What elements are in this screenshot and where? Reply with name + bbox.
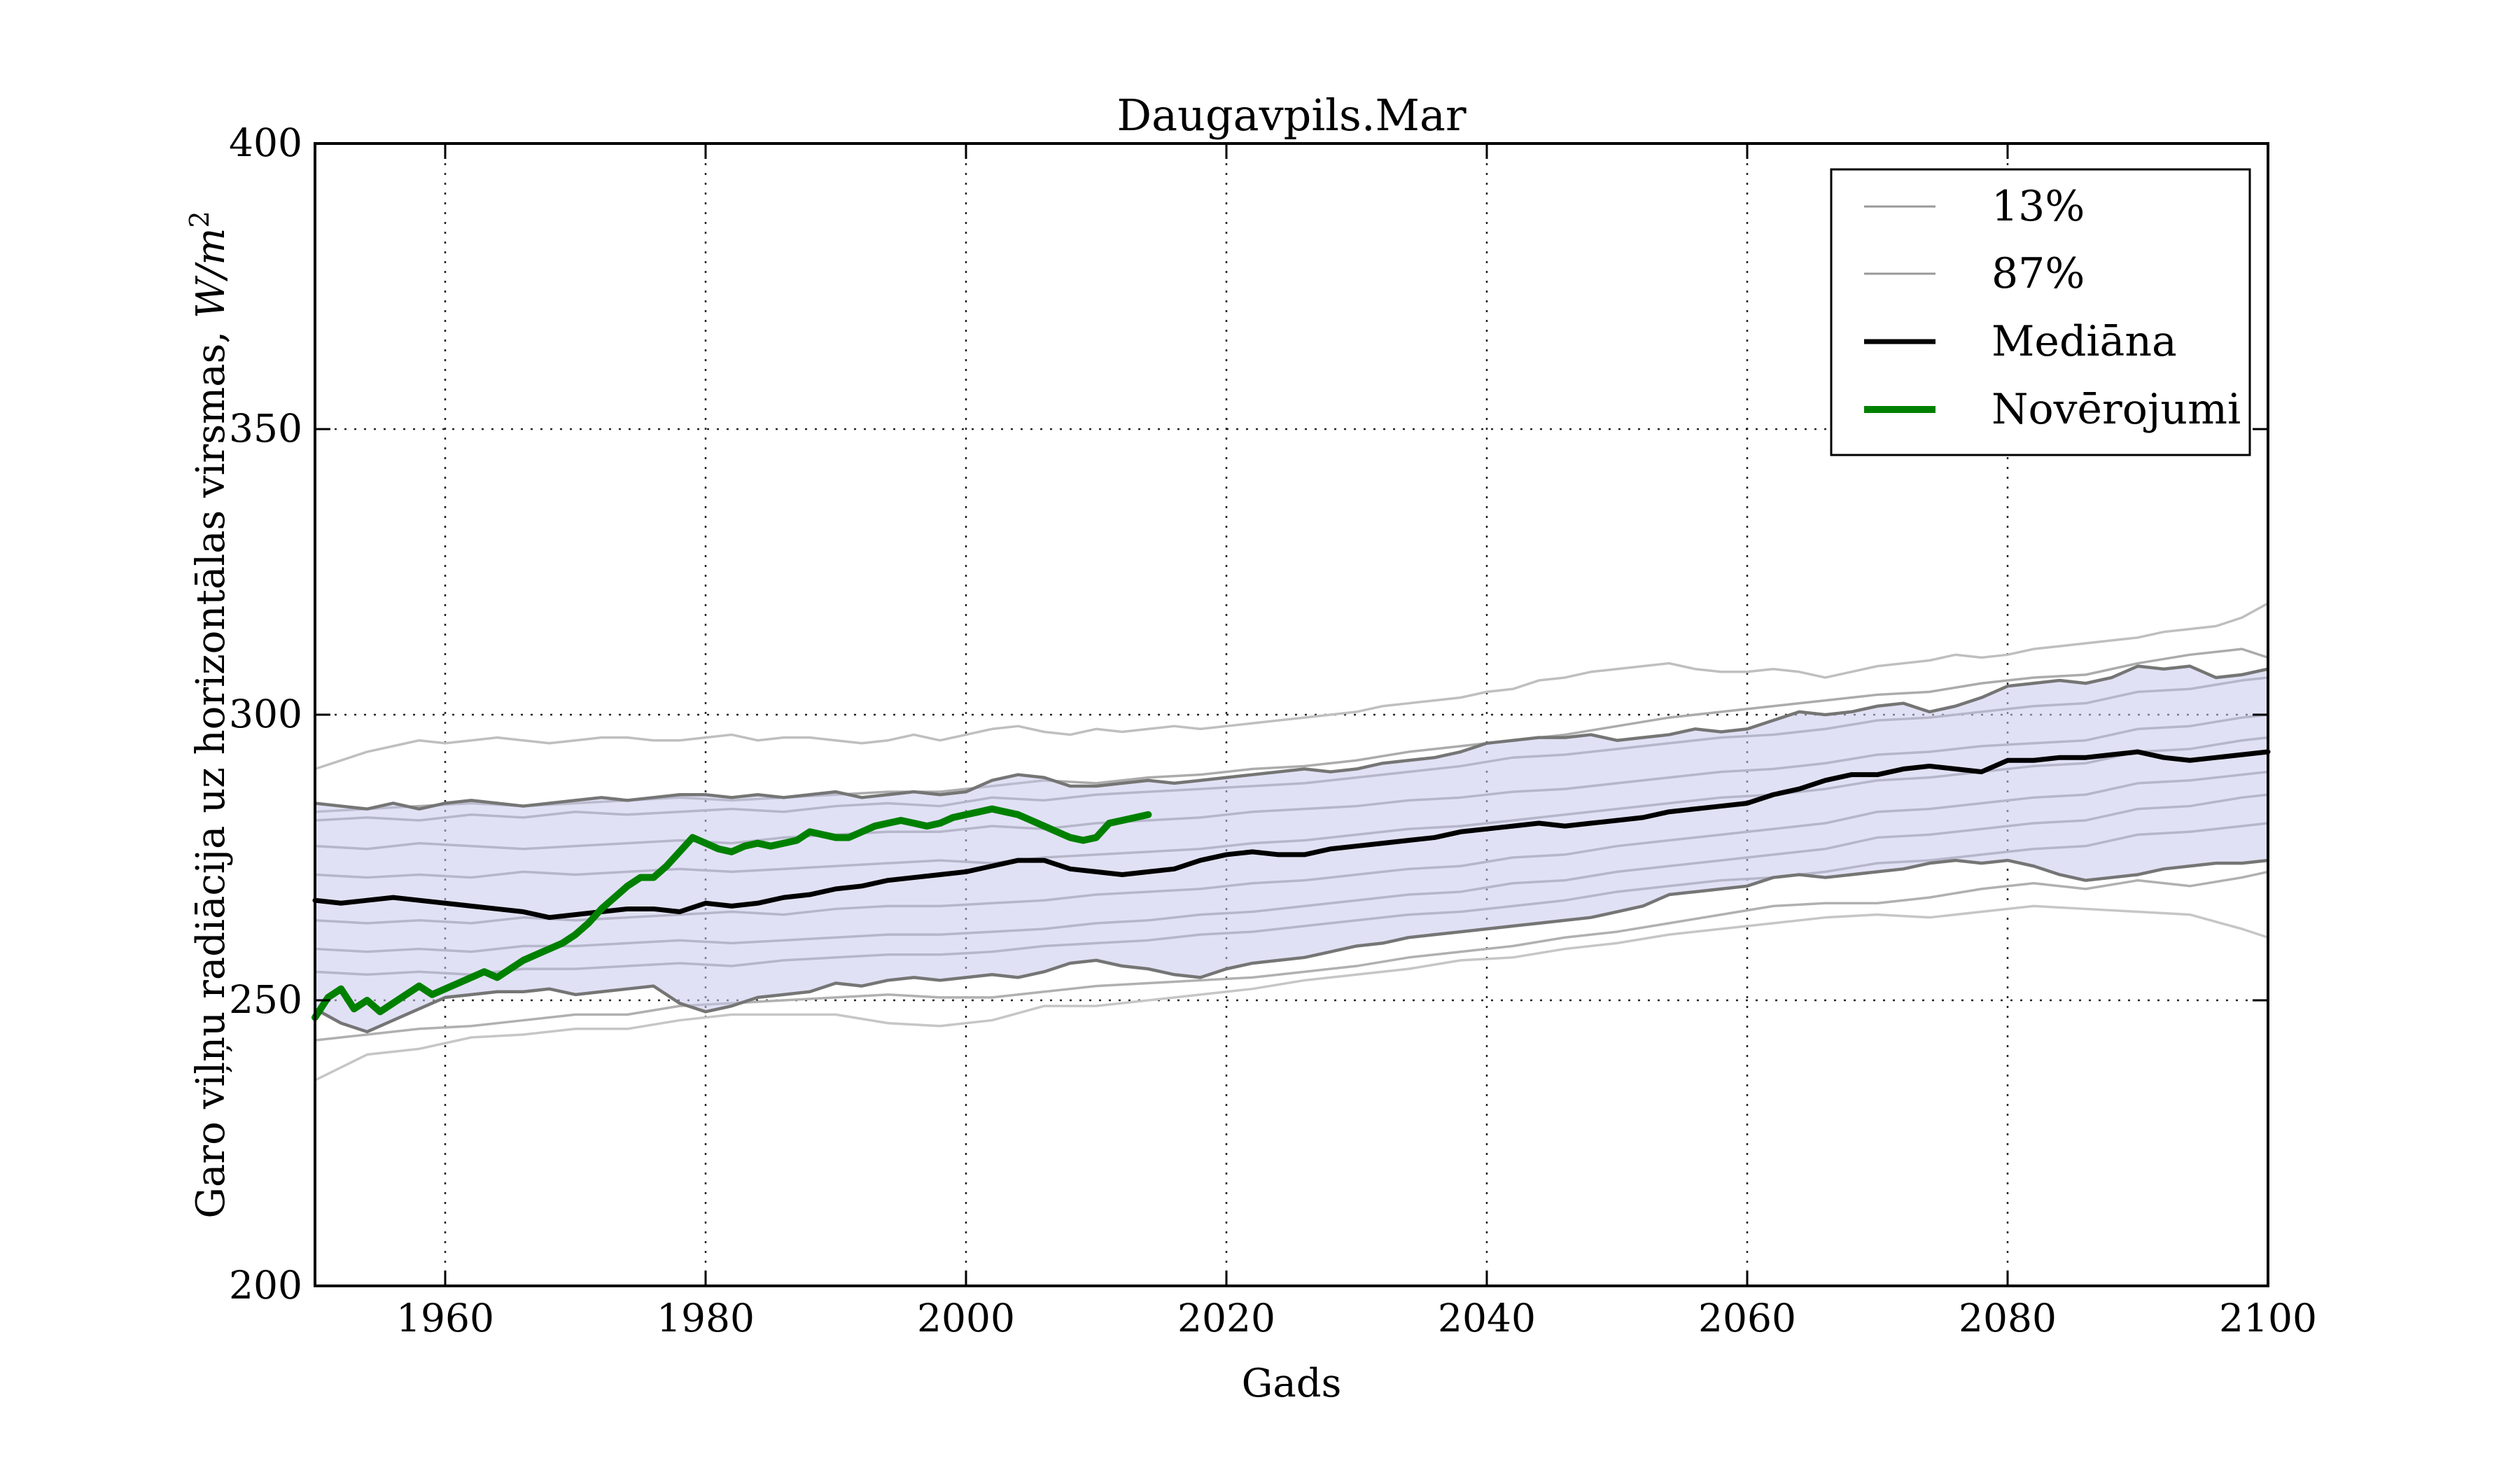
y-tick-label-300: 300 bbox=[229, 692, 302, 736]
y-axis-label-exponent: 2 bbox=[184, 211, 215, 227]
x-tick-label-2020: 2020 bbox=[1177, 1296, 1275, 1340]
legend-label-noverojumi: Novērojumi bbox=[1991, 385, 2241, 434]
x-tick-label-1960: 1960 bbox=[396, 1296, 494, 1340]
percentile-band bbox=[314, 664, 2269, 1034]
x-tick-label-1980: 1980 bbox=[657, 1296, 755, 1340]
x-tick-label-2100: 2100 bbox=[2219, 1296, 2317, 1340]
legend-label-87pct: 87% bbox=[1991, 249, 2085, 298]
y-tick-label-200: 200 bbox=[229, 1263, 302, 1308]
series-ensemble-low2 bbox=[314, 904, 2269, 1082]
y-tick-label-250: 250 bbox=[229, 977, 302, 1022]
series-mediana bbox=[312, 749, 2271, 920]
y-axis-label-text: Garo viļņu radiācija uz horizontālas vir… bbox=[188, 318, 234, 1219]
y-tick-label-350: 350 bbox=[229, 406, 302, 451]
legend-label-mediana: Mediāna bbox=[1991, 317, 2177, 366]
main-lines bbox=[312, 749, 2271, 1021]
y-tick-label-400: 400 bbox=[229, 120, 302, 165]
series-ensemble-top bbox=[314, 602, 2269, 771]
band-fill-13-87 bbox=[315, 666, 2268, 1032]
series-noverojumi bbox=[312, 805, 1152, 1021]
x-tick-label-2080: 2080 bbox=[1959, 1296, 2057, 1340]
band-upper-87pct-line bbox=[314, 664, 2269, 811]
x-tick-label-2060: 2060 bbox=[1698, 1296, 1796, 1340]
tick-marks bbox=[315, 142, 2269, 1287]
x-axis-label: Gads bbox=[1242, 1361, 1342, 1406]
y-axis-label: Garo viļņu radiācija uz horizontālas vir… bbox=[184, 211, 234, 1218]
chart-title: Daugavpils.Mar bbox=[1116, 90, 1466, 141]
series-ensemble-low1 bbox=[314, 870, 2269, 1042]
y-axis-label-units: W/m bbox=[188, 228, 234, 319]
tick-labels: 1960 1980 2000 2020 2040 2060 2080 2100 200 250 30… bbox=[229, 120, 2317, 1340]
band-lower-13pct-line bbox=[314, 858, 2269, 1034]
x-tick-label-2040: 2040 bbox=[1438, 1296, 1536, 1340]
legend: 13% 87% Mediāna Novērojumi bbox=[1830, 168, 2251, 456]
legend-label-13pct: 13% bbox=[1991, 182, 2085, 231]
x-tick-label-2000: 2000 bbox=[917, 1296, 1015, 1340]
